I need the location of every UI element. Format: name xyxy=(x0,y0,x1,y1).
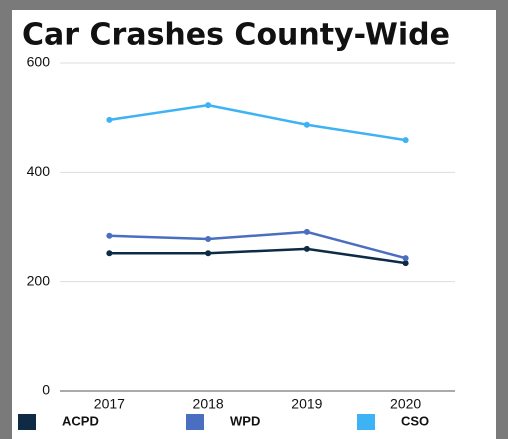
series-line xyxy=(109,103,406,142)
point xyxy=(106,116,113,123)
point xyxy=(205,236,212,243)
legend-swatch xyxy=(186,414,204,430)
x-tick-label: 2017 xyxy=(94,396,125,412)
point xyxy=(106,232,113,239)
point xyxy=(106,250,113,257)
y-tick-label: 0 xyxy=(42,382,50,398)
point xyxy=(303,245,310,252)
x-tick-label: 2019 xyxy=(291,396,322,412)
point xyxy=(205,250,212,257)
series-line xyxy=(109,247,406,265)
series-line xyxy=(109,230,406,260)
y-tick-label: 400 xyxy=(27,163,51,179)
legend-swatch xyxy=(18,414,36,430)
point xyxy=(303,228,310,235)
point xyxy=(402,137,409,144)
point xyxy=(303,121,310,128)
legend-label: WPD xyxy=(230,413,260,428)
point xyxy=(205,102,212,109)
legend-label: ACPD xyxy=(62,413,99,428)
legend-label: CSO xyxy=(401,413,429,428)
point xyxy=(402,260,409,267)
x-tick-label: 2018 xyxy=(193,396,224,412)
point xyxy=(402,255,409,262)
y-tick-label: 200 xyxy=(27,272,51,288)
chart-title: Car Crashes County-Wide xyxy=(22,18,450,53)
x-tick-label: 2020 xyxy=(390,396,421,412)
panel xyxy=(12,10,496,439)
legend-swatch xyxy=(357,414,375,430)
y-tick-label: 600 xyxy=(27,54,51,70)
